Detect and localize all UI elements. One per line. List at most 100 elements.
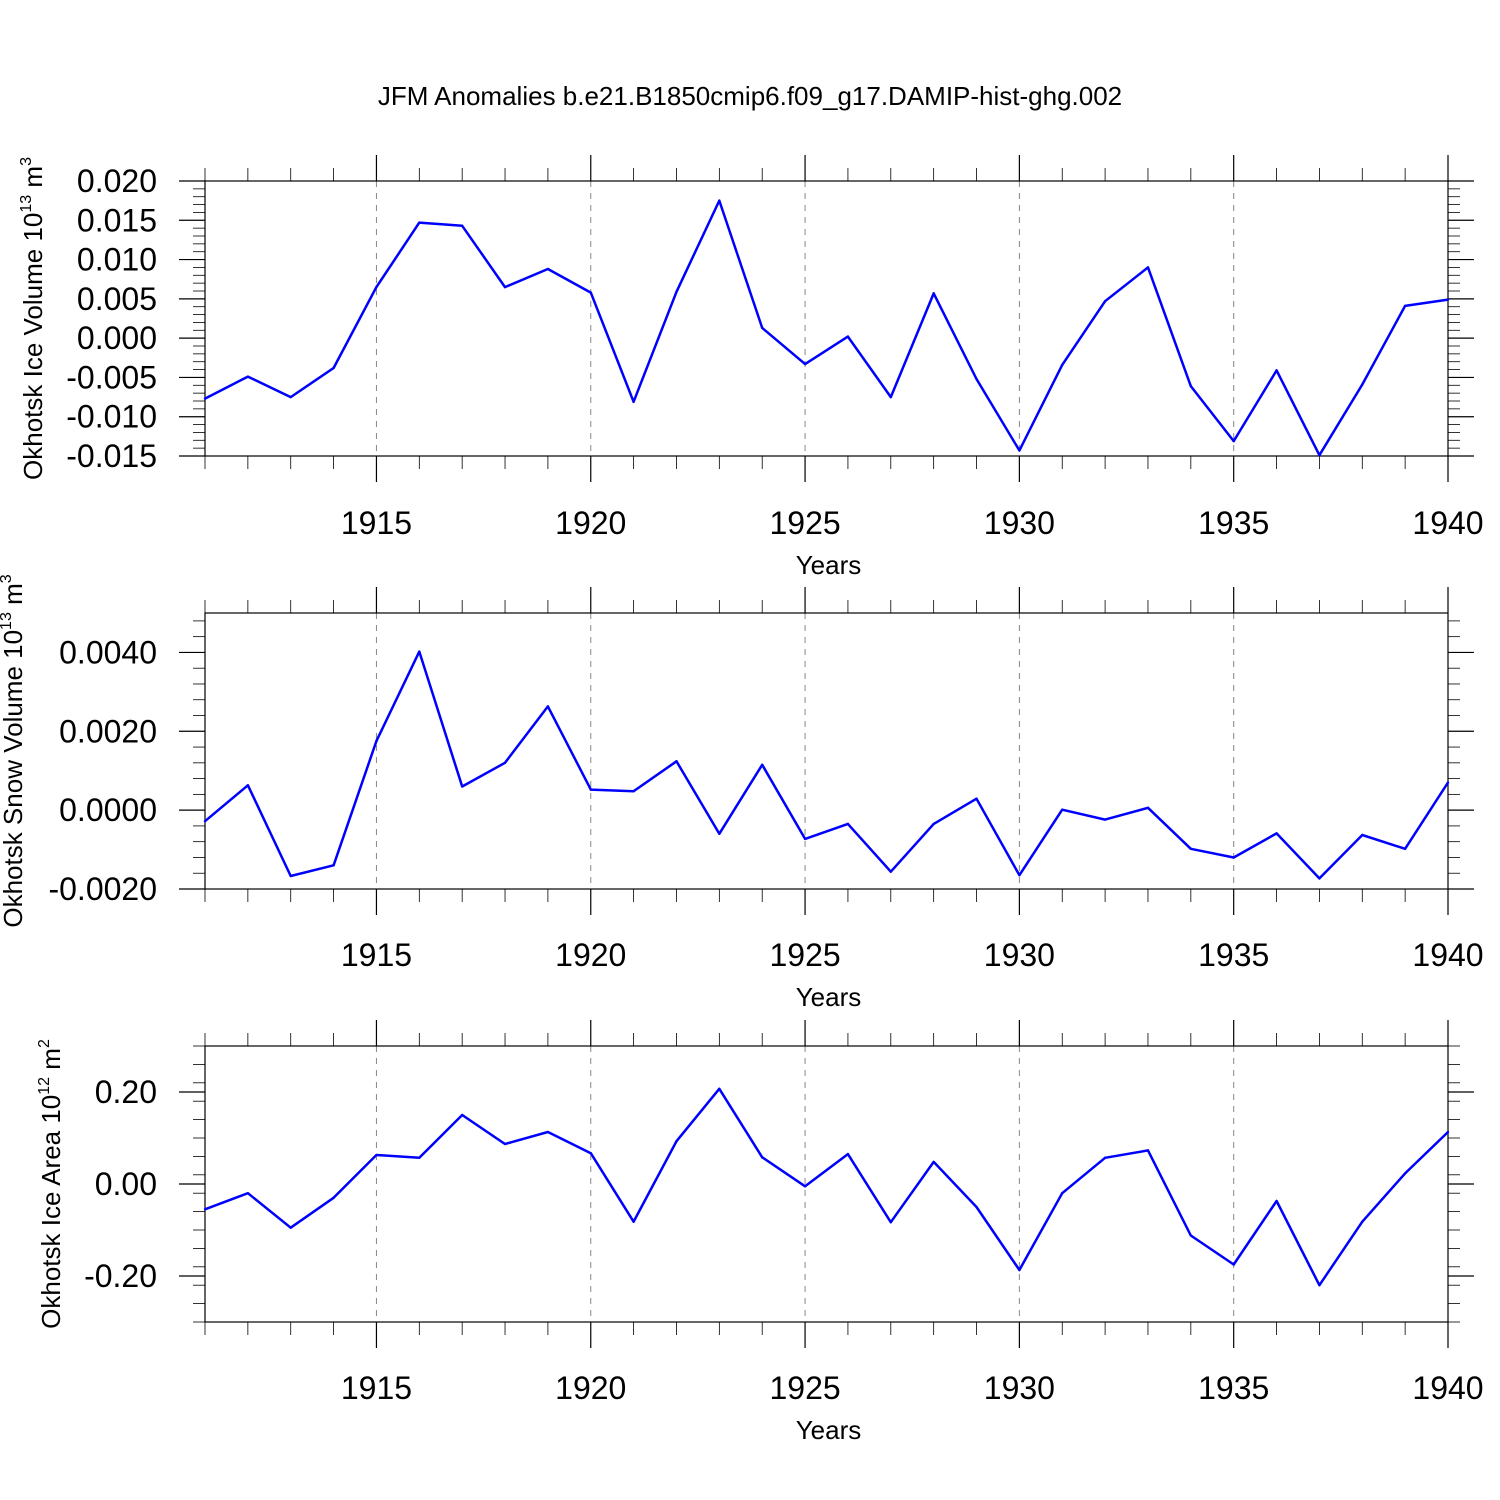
data-point [1232,1263,1235,1266]
y-axis-label: Okhotsk Ice Area 1012 m2 [36,1039,66,1329]
data-point [332,1196,335,1200]
data-point [418,650,421,653]
data-point [246,375,250,378]
data-point [418,221,421,224]
data-point [503,761,507,765]
data-point [460,785,464,788]
chart-title: JFM Anomalies b.e21.B1850cmip6.f09_g17.D… [378,81,1122,111]
y-axis-label: Okhotsk Ice Volume 1013 m3 [18,157,48,480]
data-point [1018,449,1021,452]
data-point [246,1192,250,1195]
x-tick-label: 1925 [769,1370,840,1406]
data-point [846,1152,850,1156]
data-point [1189,1234,1193,1237]
x-tick-label: 1915 [341,1370,412,1406]
data-point [460,224,464,227]
data-point [975,377,978,381]
data-point [1146,806,1150,809]
x-tick-label: 1930 [984,937,1055,973]
chart-panel-3: -0.20 0.00 0.20 1915 1920 1925 1930 1935 1940 Yea… [36,1020,1484,1445]
data-point [1403,1172,1407,1175]
x-tick-label: 1925 [769,937,840,973]
data-point [589,291,592,294]
data-point [889,870,892,873]
x-tick-label: 1920 [555,937,626,973]
data-point [632,790,635,793]
data-point [846,822,850,826]
data-point [589,1151,592,1155]
plot-frame [204,1045,1449,1323]
data-point [675,1140,678,1143]
data-point [1275,1199,1278,1203]
y-tick-label: 0.20 [95,1074,157,1110]
y-tick-label: 0.010 [77,242,157,278]
data-point [1232,856,1235,859]
y-axis-label: Okhotsk Snow Volume 1013 m3 [0,574,28,927]
y-tick-label: 0.0040 [59,634,157,670]
data-point [1189,847,1193,850]
data-point [1146,1149,1150,1152]
data-point [632,400,635,403]
data-point [1275,832,1278,835]
data-point [1061,1192,1064,1195]
x-tick-label: 1915 [341,937,412,973]
y-tick-label: 0.015 [77,202,157,238]
x-tick-label: 1920 [555,505,626,541]
data-point [1318,877,1321,880]
x-tick-label: 1930 [984,1370,1055,1406]
y-tick-label: 0.005 [77,281,157,317]
data-point [332,366,335,370]
data-point [203,819,207,823]
plot-frame [204,612,1449,890]
x-axis-label: Years [796,982,862,1012]
x-axis-label: Years [796,1415,862,1445]
y-tick-label: 0.0020 [59,713,157,749]
data-point [889,395,892,399]
y-tick-label: 0.020 [77,163,157,199]
data-point [1018,1268,1021,1272]
data-point [460,1113,464,1117]
data-point [503,1142,507,1146]
data-point [203,1208,207,1211]
y-tick-label: -0.010 [66,399,157,435]
data-point [803,837,807,841]
x-axis-label: Years [796,550,862,580]
x-tick-label: 1940 [1412,1370,1483,1406]
y-tick-label: 0.0000 [59,792,157,828]
x-tick-label: 1930 [984,505,1055,541]
x-tick-label: 1920 [555,1370,626,1406]
y-tick-label: -0.0020 [48,871,157,907]
data-point [1018,874,1021,877]
data-point [761,326,764,330]
data-point [546,705,550,708]
data-point [589,788,592,791]
data-point [932,822,935,826]
data-point [1061,363,1064,367]
data-point [1446,781,1450,784]
data-point [1103,300,1107,303]
data-point [803,362,807,366]
x-tick-label: 1940 [1412,505,1483,541]
y-tick-label: -0.005 [66,359,157,395]
y-tick-label: 0.00 [95,1166,157,1202]
data-point [1318,454,1321,457]
plot-frame [204,180,1449,457]
x-tick-label: 1925 [769,505,840,541]
data-point [1061,808,1064,811]
data-point [375,1153,378,1157]
data-point [718,832,721,835]
data-point [289,395,292,399]
x-tick-label: 1935 [1198,937,1269,973]
data-point [203,397,207,400]
data-point [246,784,250,787]
data-point [761,1156,764,1159]
data-point [1403,304,1407,308]
data-point [675,760,678,763]
x-tick-label: 1935 [1198,505,1269,541]
data-point [1361,383,1364,386]
data-point [803,1185,807,1188]
data-point [1361,833,1364,837]
data-point [718,199,721,202]
data-point [846,335,850,338]
